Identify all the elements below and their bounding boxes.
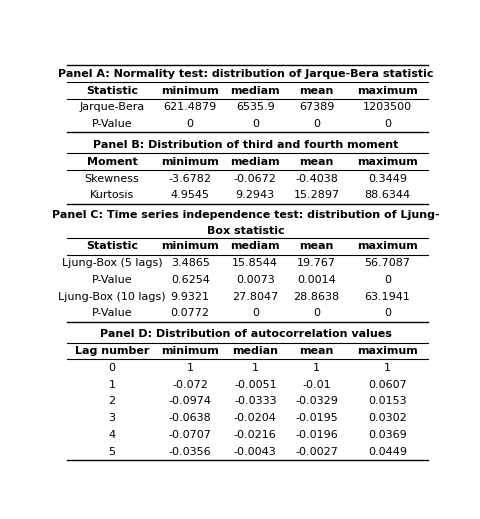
Text: 0: 0: [313, 308, 320, 318]
Text: 4: 4: [108, 430, 116, 440]
Text: maximum: maximum: [357, 241, 418, 251]
Text: mean: mean: [300, 346, 334, 356]
Text: 1: 1: [108, 379, 116, 390]
Text: -0.0195: -0.0195: [295, 413, 338, 423]
Text: 19.767: 19.767: [297, 258, 336, 268]
Text: 4.9545: 4.9545: [171, 190, 210, 200]
Text: -0.0974: -0.0974: [168, 397, 212, 406]
Text: mediam: mediam: [230, 157, 280, 167]
Text: Ljung-Box (5 lags): Ljung-Box (5 lags): [62, 258, 162, 268]
Text: Panel B: Distribution of third and fourth moment: Panel B: Distribution of third and fourt…: [93, 140, 399, 150]
Text: -0.0027: -0.0027: [295, 446, 338, 457]
Text: minimum: minimum: [161, 241, 219, 251]
Text: minimum: minimum: [161, 157, 219, 167]
Text: 1: 1: [313, 363, 320, 373]
Text: Statistic: Statistic: [86, 241, 138, 251]
Text: Box statistic: Box statistic: [207, 226, 285, 236]
Text: -0.0051: -0.0051: [234, 379, 276, 390]
Text: 0: 0: [108, 363, 116, 373]
Text: mean: mean: [300, 241, 334, 251]
Text: 88.6344: 88.6344: [364, 190, 410, 200]
Text: P-Value: P-Value: [92, 119, 132, 129]
Text: 0: 0: [252, 308, 259, 318]
Text: -0.0638: -0.0638: [169, 413, 212, 423]
Text: -0.072: -0.072: [172, 379, 208, 390]
Text: -0.01: -0.01: [302, 379, 331, 390]
Text: -0.0672: -0.0672: [234, 173, 277, 184]
Text: mediam: mediam: [230, 241, 280, 251]
Text: Moment: Moment: [87, 157, 137, 167]
Text: 0: 0: [384, 275, 391, 285]
Text: 28.8638: 28.8638: [294, 292, 340, 302]
Text: 0.0153: 0.0153: [368, 397, 407, 406]
Text: 27.8047: 27.8047: [232, 292, 278, 302]
Text: 9.2943: 9.2943: [236, 190, 275, 200]
Text: mediam: mediam: [230, 86, 280, 95]
Text: -0.0333: -0.0333: [234, 397, 276, 406]
Text: 67389: 67389: [299, 102, 335, 112]
Text: 0.0014: 0.0014: [297, 275, 336, 285]
Text: 0.0449: 0.0449: [368, 446, 407, 457]
Text: 0.0073: 0.0073: [236, 275, 275, 285]
Text: Panel C: Time series independence test: distribution of Ljung-: Panel C: Time series independence test: …: [52, 210, 440, 220]
Text: 0: 0: [313, 119, 320, 129]
Text: -0.0329: -0.0329: [295, 397, 338, 406]
Text: P-Value: P-Value: [92, 275, 132, 285]
Text: 63.1941: 63.1941: [364, 292, 410, 302]
Text: 0.0369: 0.0369: [368, 430, 407, 440]
Text: 3.4865: 3.4865: [171, 258, 210, 268]
Text: 1: 1: [384, 363, 391, 373]
Text: 0: 0: [384, 308, 391, 318]
Text: Kurtosis: Kurtosis: [90, 190, 134, 200]
Text: 621.4879: 621.4879: [164, 102, 217, 112]
Text: 9.9321: 9.9321: [171, 292, 210, 302]
Text: Statistic: Statistic: [86, 86, 138, 95]
Text: Jarque-Bera: Jarque-Bera: [80, 102, 144, 112]
Text: minimum: minimum: [161, 86, 219, 95]
Text: 0.0772: 0.0772: [171, 308, 210, 318]
Text: -0.0707: -0.0707: [169, 430, 212, 440]
Text: 0.6254: 0.6254: [171, 275, 210, 285]
Text: 0: 0: [384, 119, 391, 129]
Text: 0: 0: [187, 119, 194, 129]
Text: Panel A: Normality test: distribution of Jarque-Bera statistic: Panel A: Normality test: distribution of…: [58, 69, 434, 79]
Text: median: median: [232, 346, 278, 356]
Text: Ljung-Box (10 lags): Ljung-Box (10 lags): [58, 292, 166, 302]
Text: mean: mean: [300, 157, 334, 167]
Text: minimum: minimum: [161, 346, 219, 356]
Text: -0.0196: -0.0196: [295, 430, 338, 440]
Text: 1: 1: [187, 363, 194, 373]
Text: maximum: maximum: [357, 157, 418, 167]
Text: 0.0607: 0.0607: [368, 379, 407, 390]
Text: maximum: maximum: [357, 86, 418, 95]
Text: -0.4038: -0.4038: [295, 173, 338, 184]
Text: 56.7087: 56.7087: [364, 258, 410, 268]
Text: 5: 5: [108, 446, 116, 457]
Text: 2: 2: [108, 397, 116, 406]
Text: maximum: maximum: [357, 346, 418, 356]
Text: -0.0216: -0.0216: [234, 430, 276, 440]
Text: P-Value: P-Value: [92, 308, 132, 318]
Text: Skewness: Skewness: [84, 173, 140, 184]
Text: 1: 1: [252, 363, 259, 373]
Text: 1203500: 1203500: [363, 102, 412, 112]
Text: -0.0204: -0.0204: [234, 413, 277, 423]
Text: -0.0043: -0.0043: [234, 446, 276, 457]
Text: 0.3449: 0.3449: [368, 173, 407, 184]
Text: -3.6782: -3.6782: [168, 173, 212, 184]
Text: Panel D: Distribution of autocorrelation values: Panel D: Distribution of autocorrelation…: [100, 329, 392, 339]
Text: 3: 3: [108, 413, 116, 423]
Text: -0.0356: -0.0356: [169, 446, 212, 457]
Text: Lag number: Lag number: [75, 346, 149, 356]
Text: 0: 0: [252, 119, 259, 129]
Text: 15.8544: 15.8544: [232, 258, 278, 268]
Text: 6535.9: 6535.9: [236, 102, 275, 112]
Text: 15.2897: 15.2897: [294, 190, 340, 200]
Text: mean: mean: [300, 86, 334, 95]
Text: 0.0302: 0.0302: [368, 413, 407, 423]
